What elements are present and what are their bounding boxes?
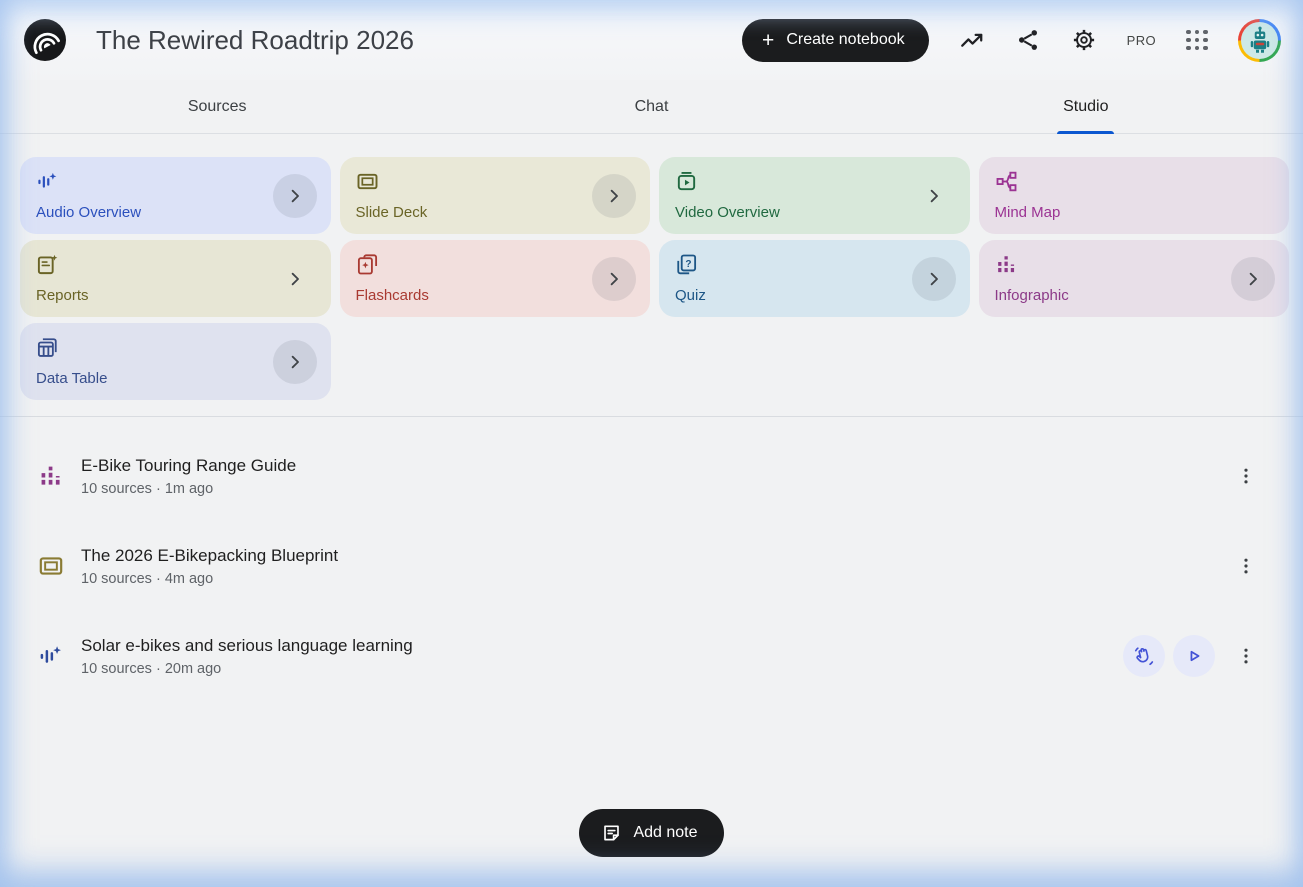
slide-deck-icon [38,553,64,579]
add-note-button[interactable]: Add note [579,809,724,857]
studio-tool-card-audio-overview[interactable]: Audio Overview [20,157,331,234]
tool-label: Flashcards [355,287,429,304]
tool-label: Reports [36,287,89,304]
pro-badge: PRO [1126,32,1156,48]
user-avatar[interactable] [1238,18,1281,62]
slide-deck-icon [356,170,379,193]
studio-tool-card-video-overview[interactable]: Video Overview [659,157,970,234]
artifact-row-infographic[interactable]: E-Bike Touring Range Guide 10 sources · … [0,431,1303,521]
tool-label: Data Table [36,370,108,387]
tab-studio[interactable]: Studio [869,80,1303,134]
google-apps-grid-icon[interactable] [1186,29,1208,51]
mind-map-icon [995,170,1018,193]
more-options-icon[interactable] [1229,635,1263,677]
tool-label: Video Overview [675,204,780,221]
create-notebook-label: Create notebook [786,31,905,48]
tab-bar: Sources Chat Studio [0,80,1303,134]
app-header: The Rewired Roadtrip 2026 + Create noteb… [0,0,1303,80]
open-infographic-chevron-button[interactable] [1231,256,1275,301]
artifact-title: Solar e-bikes and serious language learn… [81,635,413,655]
artifact-text: The 2026 E-Bikepacking Blueprint 10 sour… [81,546,338,587]
studio-tool-card-reports[interactable]: Reports [20,240,331,317]
open-video-overview-chevron-button[interactable] [912,174,956,218]
note-icon [604,824,620,840]
artifact-row-audio-overview[interactable]: Solar e-bikes and serious language learn… [0,611,1303,701]
video-icon [675,170,698,193]
tool-label: Quiz [675,287,706,304]
artifact-text: Solar e-bikes and serious language learn… [81,636,413,677]
studio-section-divider [0,416,1303,417]
artifact-meta: 10 sources · 4m ago [81,570,214,587]
open-audio-overview-chevron-button[interactable] [272,173,317,218]
tab-studio-label: Studio [1063,97,1109,115]
active-tab-underline [1057,131,1115,134]
artifact-actions [1123,635,1263,677]
play-audio-icon[interactable] [1173,635,1215,677]
robot-avatar-image [1241,21,1278,59]
artifact-title: E-Bike Touring Range Guide [81,455,297,475]
tool-label: Audio Overview [36,204,142,221]
artifact-actions [1223,455,1263,497]
notebooklm-logo-icon[interactable] [24,19,66,61]
tab-sources[interactable]: Sources [0,80,434,133]
header-actions: + Create notebook PRO [742,18,1281,62]
artifact-title: The 2026 E-Bikepacking Blueprint [81,545,339,565]
artifact-actions [1223,545,1263,587]
studio-tool-card-data-table[interactable]: Data Table [20,323,331,400]
analytics-trending-icon[interactable] [959,27,985,53]
open-quiz-chevron-button[interactable] [911,256,956,301]
tool-label: Slide Deck [355,204,428,221]
studio-tools-grid: Audio Overview Slide Deck Video Overview… [0,134,1303,400]
tool-label: Mind Map [994,204,1061,221]
studio-tool-card-quiz[interactable]: Quiz [659,240,970,317]
studio-tool-card-mind-map[interactable]: Mind Map [978,157,1289,234]
studio-tool-card-infographic[interactable]: Infographic [978,240,1289,317]
studio-tool-card-slide-deck[interactable]: Slide Deck [339,157,650,234]
open-data-table-chevron-button[interactable] [272,339,317,384]
artifact-meta: 10 sources · 1m ago [81,480,214,497]
studio-tool-card-flashcards[interactable]: Flashcards [339,240,650,317]
open-slide-deck-chevron-button[interactable] [592,173,636,218]
infographic-icon [38,463,64,489]
add-note-label: Add note [633,824,698,841]
audio-waveform-icon [36,170,59,193]
add-note-container: Add note [0,809,1303,857]
flashcards-icon [356,253,379,276]
artifact-list: E-Bike Touring Range Guide 10 sources · … [0,417,1303,701]
interactive-mode-hand-icon[interactable] [1123,635,1165,677]
artifact-text: E-Bike Touring Range Guide 10 sources · … [81,456,296,497]
open-flashcards-chevron-button[interactable] [592,256,636,301]
notebook-title[interactable]: The Rewired Roadtrip 2026 [96,24,414,55]
quiz-icon [675,253,698,276]
tab-chat-label: Chat [634,97,669,115]
audio-waveform-icon [38,643,64,669]
infographic-icon [995,253,1018,276]
tab-chat[interactable]: Chat [434,80,868,133]
plus-icon: + [762,28,775,52]
artifact-row-slide-deck[interactable]: The 2026 E-Bikepacking Blueprint 10 sour… [0,521,1303,611]
artifact-meta: 10 sources · 20m ago [81,660,222,677]
tab-sources-label: Sources [187,97,247,115]
settings-gear-icon[interactable] [1071,27,1097,53]
open-reports-chevron-button[interactable] [273,257,317,301]
more-options-icon[interactable] [1229,455,1263,497]
tool-label: Infographic [994,287,1069,304]
more-options-icon[interactable] [1229,545,1263,587]
report-icon [36,253,59,276]
share-icon[interactable] [1015,27,1041,53]
data-table-icon [36,336,59,359]
create-notebook-button[interactable]: + Create notebook [742,18,929,62]
